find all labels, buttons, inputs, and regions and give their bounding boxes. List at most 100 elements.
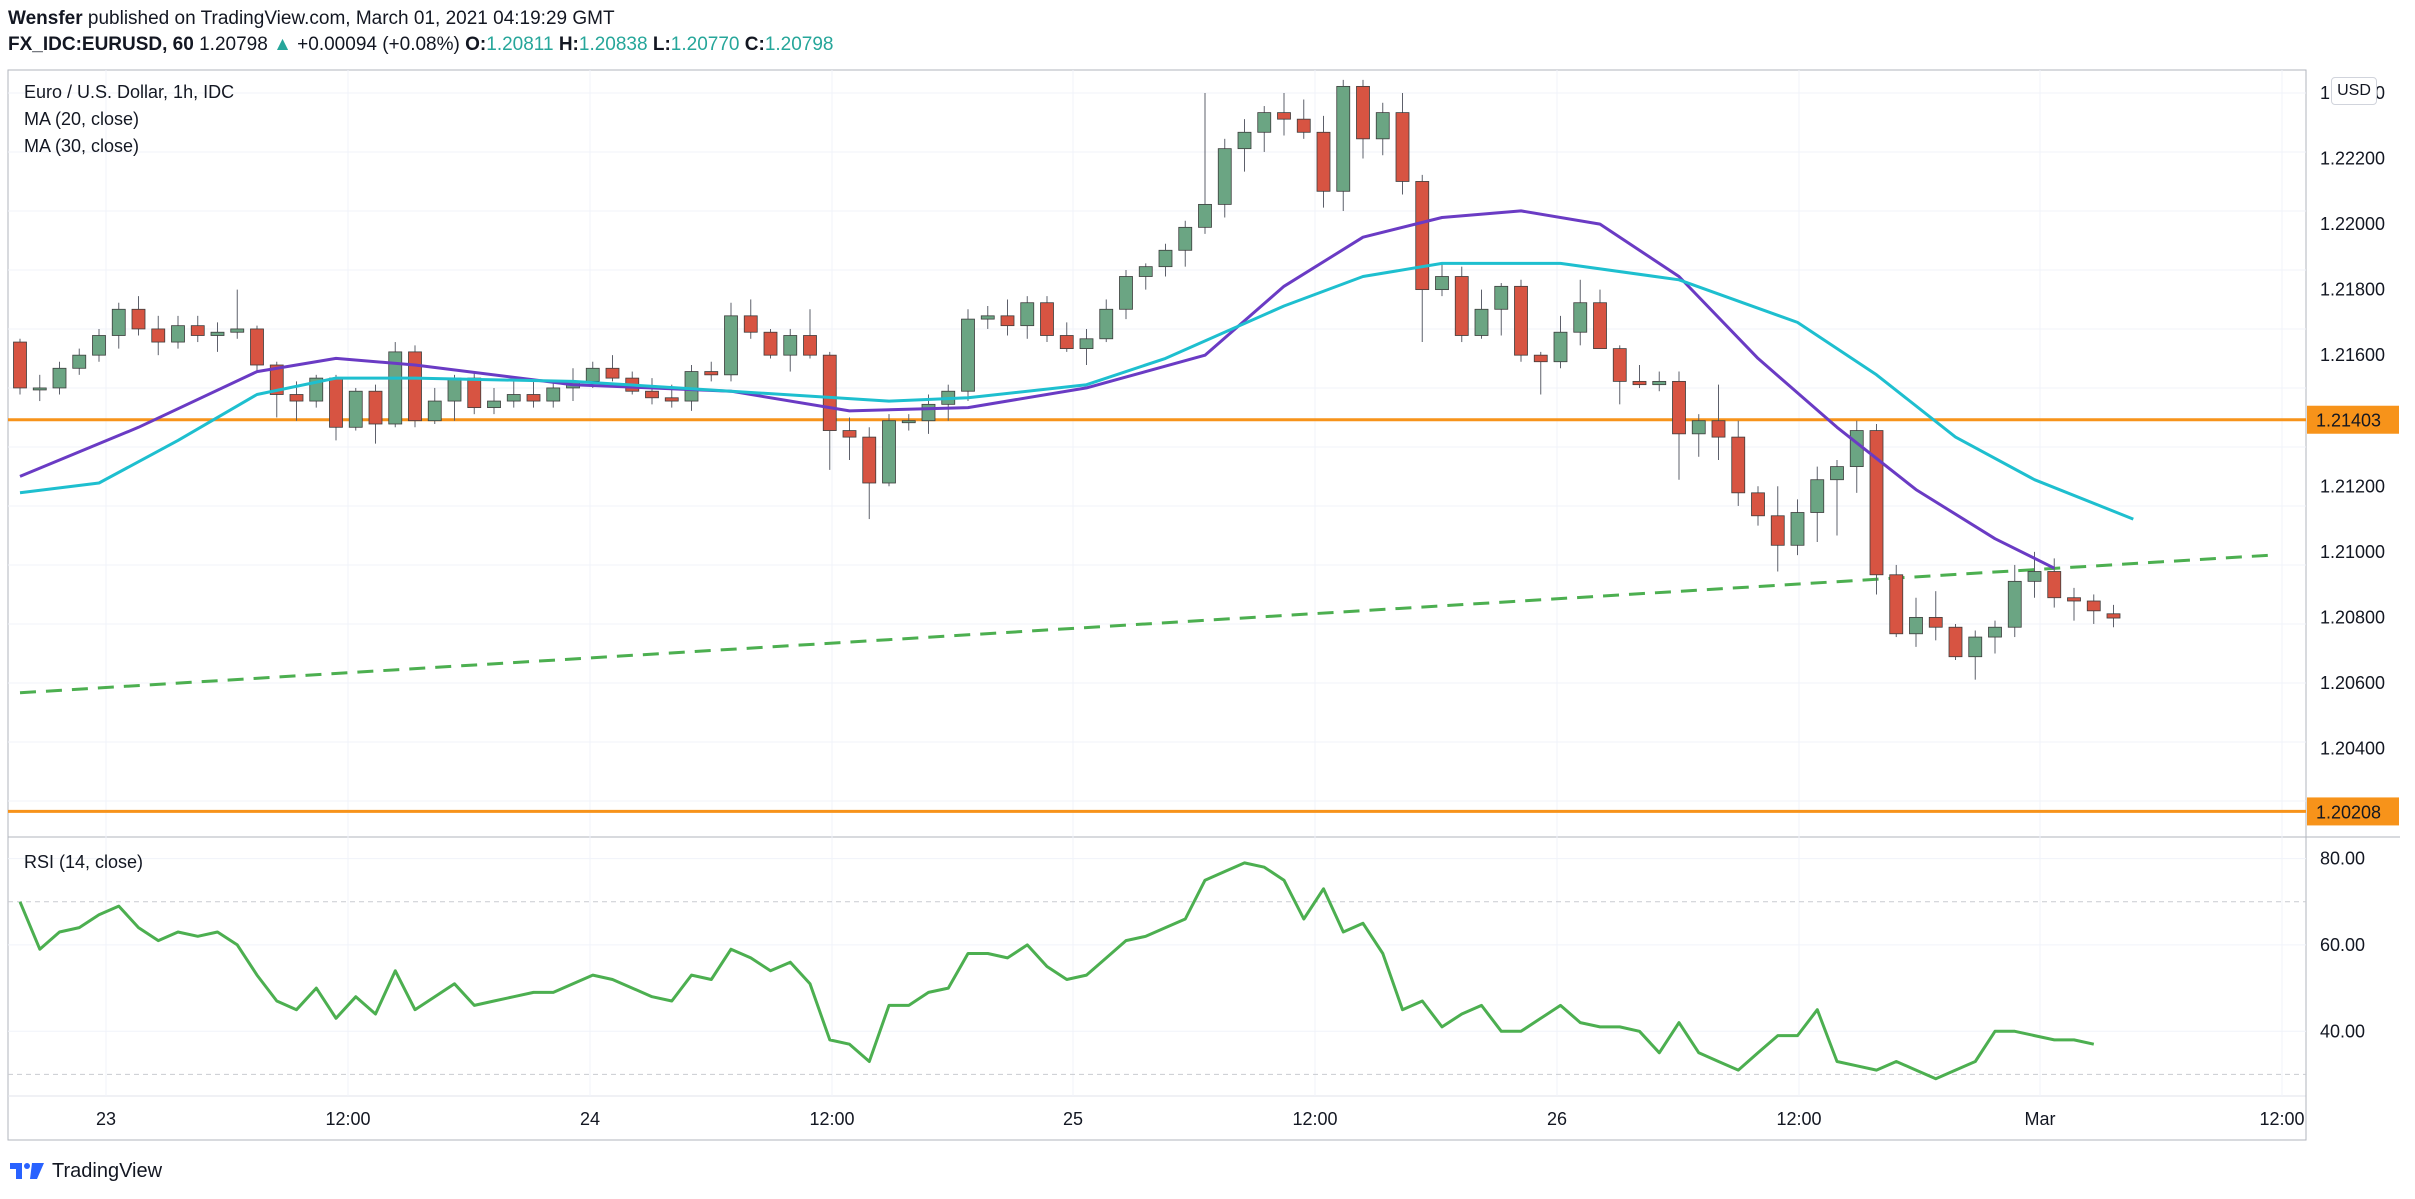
chart-title[interactable]: Euro / U.S. Dollar, 1h, IDC [24, 82, 235, 102]
candle[interactable] [408, 351, 422, 422]
candle[interactable] [2027, 571, 2042, 582]
candle[interactable] [1652, 380, 1667, 386]
candle[interactable] [1435, 276, 1449, 291]
candle[interactable] [32, 387, 47, 391]
candle[interactable] [467, 377, 482, 409]
candle[interactable] [506, 394, 521, 402]
candle[interactable] [526, 394, 541, 402]
candle[interactable] [724, 315, 738, 376]
candle[interactable] [1375, 112, 1390, 140]
candle[interactable] [1691, 420, 1706, 435]
candle[interactable] [1000, 315, 1015, 327]
candle[interactable] [1059, 335, 1074, 350]
candle[interactable] [210, 331, 225, 336]
candle[interactable] [763, 331, 778, 356]
currency-badge[interactable]: USD [2331, 77, 2377, 105]
candle[interactable] [1494, 285, 1509, 310]
candle[interactable] [882, 420, 896, 484]
candle[interactable] [1909, 616, 1923, 635]
candle[interactable] [1119, 276, 1133, 310]
ma30-legend[interactable]: MA (30, close) [24, 136, 140, 156]
candle[interactable] [1198, 203, 1212, 228]
candle[interactable] [1553, 331, 1568, 363]
candle[interactable] [1514, 285, 1528, 356]
ma20-legend[interactable]: MA (20, close) [24, 109, 140, 129]
candle[interactable] [2047, 571, 2062, 599]
candle[interactable] [289, 394, 304, 402]
candle[interactable] [1454, 276, 1469, 336]
candle[interactable] [546, 387, 561, 402]
candle[interactable] [1790, 512, 1805, 546]
candle[interactable] [1474, 308, 1489, 336]
candle[interactable] [585, 367, 600, 382]
candle[interactable] [1138, 266, 1153, 277]
candle[interactable] [2106, 613, 2121, 619]
candle[interactable] [269, 364, 284, 395]
candle[interactable] [1415, 181, 1430, 291]
candle[interactable] [1336, 85, 1351, 192]
candle[interactable] [151, 328, 166, 343]
candle[interactable] [52, 367, 67, 389]
candle[interactable] [368, 390, 383, 425]
candle[interactable] [1889, 574, 1904, 635]
candle[interactable] [1237, 131, 1252, 150]
candle[interactable] [664, 397, 679, 402]
candle[interactable] [842, 430, 857, 438]
candle[interactable] [901, 420, 916, 424]
candle[interactable] [131, 308, 146, 330]
symbol-name[interactable]: FX_IDC:EURUSD, 60 [8, 34, 194, 55]
candle[interactable] [980, 315, 995, 320]
ma30-line[interactable] [19, 261, 2134, 521]
candle[interactable] [1751, 492, 1765, 517]
rsi-line[interactable] [18, 861, 2095, 1081]
candle[interactable] [1020, 302, 1035, 327]
candle[interactable] [783, 335, 798, 356]
candle[interactable] [743, 315, 758, 333]
candle[interactable] [862, 436, 877, 484]
candle[interactable] [447, 377, 462, 402]
candle[interactable] [427, 400, 442, 422]
candle[interactable] [1217, 148, 1232, 205]
ma20-line[interactable] [19, 209, 2055, 570]
candle[interactable] [1632, 380, 1647, 386]
candle[interactable] [1672, 380, 1686, 435]
candle[interactable] [13, 341, 27, 389]
rsi-legend[interactable]: RSI (14, close) [24, 852, 144, 872]
candle[interactable] [329, 377, 343, 428]
candle[interactable] [388, 351, 403, 425]
candle[interactable] [921, 403, 936, 422]
candle[interactable] [1356, 85, 1370, 140]
candle[interactable] [704, 371, 719, 376]
candle[interactable] [1810, 479, 1825, 513]
candle[interactable] [250, 328, 264, 366]
candle[interactable] [684, 371, 699, 402]
candle[interactable] [1395, 112, 1410, 182]
author-name[interactable]: Wensfer [8, 8, 83, 29]
candle[interactable] [1928, 616, 1943, 628]
candle[interactable] [803, 335, 817, 356]
candle[interactable] [1849, 430, 1864, 468]
candle[interactable] [1178, 226, 1193, 251]
candle[interactable] [1079, 338, 1094, 350]
candle[interactable] [1869, 430, 1884, 576]
candle[interactable] [1158, 249, 1173, 268]
candle[interactable] [822, 354, 837, 431]
candle[interactable] [111, 308, 126, 336]
candle[interactable] [2086, 600, 2101, 612]
candle[interactable] [348, 390, 363, 428]
candle[interactable] [2067, 597, 2081, 602]
candle[interactable] [1099, 308, 1114, 340]
candle[interactable] [487, 400, 501, 409]
candle[interactable] [1040, 302, 1054, 336]
candle[interactable] [1277, 112, 1291, 120]
candle[interactable] [1830, 466, 1844, 481]
candle[interactable] [605, 367, 620, 379]
candle[interactable] [190, 325, 205, 336]
candle[interactable] [961, 318, 975, 392]
candle[interactable] [1257, 112, 1272, 133]
footer-brand[interactable]: TradingView [10, 1156, 162, 1186]
candle[interactable] [230, 328, 245, 333]
candle[interactable] [645, 390, 659, 399]
candle[interactable] [1988, 626, 2002, 638]
